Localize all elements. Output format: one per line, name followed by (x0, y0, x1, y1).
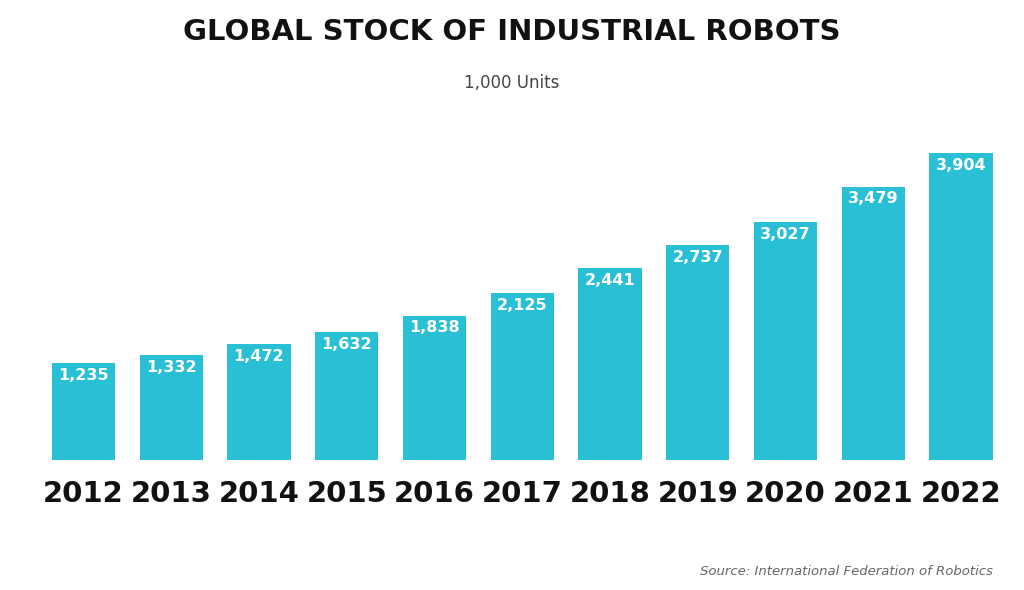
Text: 2,125: 2,125 (497, 298, 548, 313)
Bar (930, 153, 992, 460)
Text: 1,838: 1,838 (410, 320, 460, 335)
Text: GLOBAL STOCK OF INDUSTRIAL ROBOTS: GLOBAL STOCK OF INDUSTRIAL ROBOTS (183, 18, 841, 45)
Text: 1,632: 1,632 (322, 336, 372, 352)
Bar (579, 268, 642, 460)
Bar (842, 186, 905, 460)
Text: 3,479: 3,479 (848, 191, 899, 206)
Text: 3,904: 3,904 (936, 158, 986, 173)
Bar (667, 245, 729, 460)
Bar (139, 355, 203, 460)
Bar (227, 345, 291, 460)
Bar (754, 222, 817, 460)
Text: 2,737: 2,737 (673, 250, 723, 264)
Bar (52, 363, 115, 460)
Bar (402, 316, 466, 460)
Text: 1,332: 1,332 (145, 360, 197, 375)
Text: 1,235: 1,235 (58, 368, 109, 383)
Bar (490, 293, 554, 460)
Text: Source: International Federation of Robotics: Source: International Federation of Robo… (700, 565, 993, 578)
Text: 1,472: 1,472 (233, 349, 285, 364)
Bar (315, 332, 378, 460)
Text: 3,027: 3,027 (760, 227, 811, 242)
Text: 1,000 Units: 1,000 Units (464, 74, 560, 92)
Text: 2,441: 2,441 (585, 273, 635, 288)
